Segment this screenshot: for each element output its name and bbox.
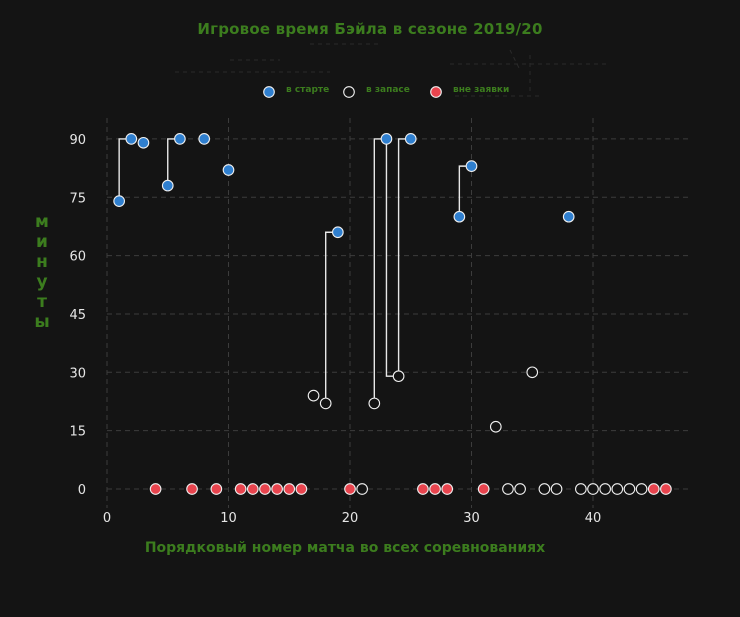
- point-starter: [453, 210, 466, 223]
- substitution-link: [397, 138, 411, 377]
- point-substitute: [587, 483, 599, 495]
- legend-label-substitute: в запасе: [366, 85, 410, 95]
- data-points: [113, 133, 672, 495]
- point-substitute: [368, 397, 381, 410]
- legend-marker-not-in-squad: [430, 86, 442, 98]
- legend-marker-substitute: [343, 86, 355, 98]
- point-starter: [222, 164, 235, 176]
- substitution-link: [325, 231, 338, 404]
- point-substitute: [611, 483, 624, 495]
- y-axis-letter: и: [36, 232, 48, 252]
- point-not-in-squad: [259, 483, 271, 495]
- point-not-in-squad: [246, 483, 259, 495]
- legend-label-not-in-squad: вне заявки: [453, 85, 509, 95]
- legend: в старте в запасе вне заявки: [263, 85, 509, 98]
- point-not-in-squad: [149, 483, 162, 495]
- y-tick-label: 60: [69, 250, 86, 265]
- substitution-link: [385, 138, 399, 377]
- point-substitute: [392, 370, 405, 383]
- substitution-link: [458, 165, 472, 217]
- y-tick-label: 30: [69, 366, 86, 381]
- point-starter: [174, 133, 186, 145]
- point-not-in-squad: [271, 483, 283, 495]
- point-substitute: [489, 420, 502, 433]
- point-starter: [137, 136, 150, 149]
- x-tick-label: 30: [463, 511, 480, 526]
- y-tick-label: 90: [69, 133, 86, 148]
- point-substitute: [538, 483, 551, 495]
- substitution-link: [118, 138, 132, 202]
- point-substitute: [319, 397, 332, 410]
- point-starter: [380, 133, 393, 145]
- point-not-in-squad: [283, 483, 296, 495]
- point-substitute: [514, 483, 526, 495]
- point-starter: [404, 133, 417, 145]
- point-not-in-squad: [186, 483, 198, 495]
- point-substitute: [526, 366, 539, 379]
- y-tick-label: 0: [78, 483, 86, 498]
- tick-labels: 0 15 30 45 60 75 90 0 10 20 30 40: [69, 133, 601, 526]
- x-axis-label: Порядковый номер матча во всех соревнова…: [144, 540, 546, 556]
- point-starter: [113, 195, 125, 207]
- point-substitute: [623, 483, 636, 495]
- point-not-in-squad: [441, 483, 454, 495]
- point-not-in-squad: [429, 483, 441, 495]
- point-not-in-squad: [210, 483, 223, 495]
- point-substitute: [599, 483, 612, 495]
- point-substitute: [502, 483, 514, 495]
- point-not-in-squad: [417, 483, 429, 495]
- x-tick-label: 10: [220, 511, 237, 526]
- x-tick-label: 20: [342, 511, 359, 526]
- point-not-in-squad: [234, 483, 247, 495]
- y-tick-label: 15: [69, 425, 86, 440]
- x-tick-label: 40: [585, 511, 602, 526]
- point-starter: [465, 160, 478, 172]
- chart-title: Игровое время Бэйла в сезоне 2019/20: [197, 20, 543, 38]
- point-substitute: [635, 483, 648, 495]
- substitution-links: [118, 138, 472, 404]
- point-starter: [332, 226, 344, 239]
- point-substitute: [356, 483, 369, 495]
- point-not-in-squad: [344, 483, 356, 495]
- decor-dash: [509, 49, 521, 71]
- background-decoration: [175, 43, 610, 97]
- legend-marker-starter: [263, 86, 275, 98]
- point-not-in-squad: [295, 483, 308, 495]
- point-substitute: [307, 389, 320, 402]
- point-not-in-squad: [660, 483, 672, 495]
- y-axis-letter: н: [36, 252, 48, 272]
- y-axis-letter: ы: [34, 312, 50, 332]
- point-not-in-squad: [647, 483, 660, 495]
- point-substitute: [550, 483, 563, 495]
- substitution-link: [167, 138, 180, 186]
- point-not-in-squad: [477, 483, 490, 495]
- y-axis-letter: м: [35, 212, 49, 232]
- point-starter: [198, 133, 211, 145]
- point-starter: [161, 179, 174, 192]
- point-starter: [125, 133, 138, 145]
- y-tick-label: 75: [69, 191, 86, 206]
- y-axis-letter: т: [37, 292, 47, 312]
- y-axis-letter: у: [36, 272, 48, 292]
- legend-label-starter: в старте: [286, 85, 329, 95]
- point-starter: [562, 210, 575, 223]
- point-substitute: [574, 483, 587, 495]
- x-tick-label: 0: [103, 511, 111, 526]
- substitution-link: [373, 138, 387, 404]
- y-tick-label: 45: [69, 308, 86, 323]
